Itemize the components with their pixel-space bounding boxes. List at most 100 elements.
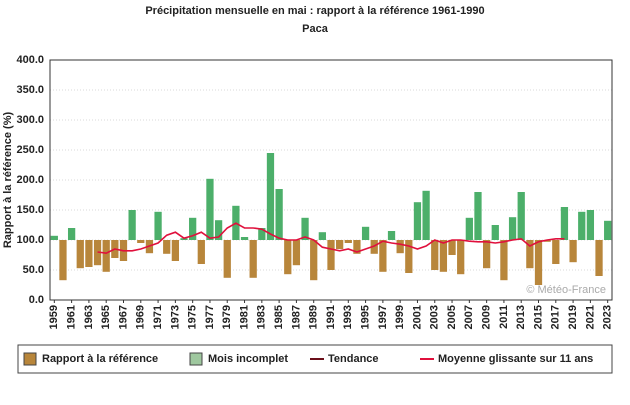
chart-subtitle: Paca: [302, 23, 329, 35]
x-tick-label: 1985: [273, 305, 285, 329]
bar: [379, 240, 387, 272]
x-tick-label: 1975: [187, 305, 199, 329]
x-tick-label: 1989: [308, 305, 320, 329]
bar: [310, 240, 318, 281]
legend-swatch: [23, 352, 37, 366]
x-tick-label: 2011: [498, 305, 510, 329]
x-tick-label: 1973: [169, 305, 181, 329]
bar: [301, 217, 309, 240]
bar: [353, 240, 361, 254]
bar: [102, 240, 110, 272]
x-tick-label: 2005: [446, 305, 458, 329]
bar: [482, 240, 491, 269]
bar: [189, 217, 197, 240]
bar: [534, 240, 543, 285]
bar: [214, 220, 223, 240]
x-tick-label: 1997: [377, 305, 389, 329]
y-tick-label: 250.0: [16, 144, 44, 156]
x-tick-label: 2013: [515, 305, 527, 329]
bar: [422, 190, 430, 240]
bar: [387, 231, 396, 240]
bar: [508, 217, 517, 240]
x-tick-label: 2021: [584, 305, 596, 329]
y-tick-label: 150.0: [16, 204, 44, 216]
bar: [595, 240, 603, 276]
x-tick-label: 1967: [117, 305, 129, 329]
bar: [223, 240, 231, 278]
bar: [59, 240, 67, 281]
y-tick-label: 400.0: [16, 54, 44, 66]
x-tick-label: 1961: [66, 305, 78, 329]
bar: [50, 235, 58, 240]
x-tick-label: 2015: [532, 305, 544, 329]
x-tick-label: 1977: [204, 305, 216, 329]
bar: [439, 240, 448, 272]
bar: [327, 240, 335, 270]
bar: [517, 192, 525, 240]
y-axis-label: Rapport à la référence (%): [2, 112, 14, 249]
x-tick-label: 1971: [152, 305, 164, 329]
bar: [604, 220, 612, 240]
legend-label: Moyenne glissante sur 11 ans: [438, 353, 593, 365]
y-tick-label: 50.0: [23, 264, 44, 276]
legend-box: [17, 344, 613, 374]
bar: [258, 228, 266, 240]
y-tick-label: 300.0: [16, 114, 44, 126]
bar: [154, 211, 162, 240]
bar: [569, 240, 577, 263]
bar: [491, 225, 499, 240]
bar: [197, 240, 205, 264]
x-tick-label: 1963: [83, 305, 95, 329]
copyright: © Météo-France: [526, 284, 606, 296]
x-tick-label: 2001: [411, 305, 423, 329]
x-tick-label: 1965: [100, 305, 112, 329]
bar: [275, 189, 283, 240]
bar: [500, 240, 508, 281]
bar: [526, 240, 534, 269]
y-tick-label: 350.0: [16, 84, 44, 96]
bar: [137, 240, 145, 243]
x-tick-label: 1993: [342, 305, 354, 329]
legend-swatch: [189, 352, 203, 366]
x-tick-label: 2023: [602, 305, 614, 329]
bar: [552, 240, 560, 264]
bar: [474, 192, 482, 240]
bar: [163, 240, 171, 254]
x-tick-label: 1991: [325, 305, 337, 329]
y-tick-label: 0.0: [29, 294, 44, 306]
bar: [361, 226, 370, 240]
bar: [578, 211, 586, 240]
bar: [586, 210, 595, 240]
x-tick-label: 2003: [429, 305, 441, 329]
x-tick-label: 1999: [394, 305, 406, 329]
y-tick-label: 200.0: [16, 174, 44, 186]
x-tick-label: 1983: [256, 305, 268, 329]
legend-label: Tendance: [328, 353, 379, 365]
x-tick-label: 2017: [550, 305, 562, 329]
bar: [370, 240, 378, 254]
bar: [465, 217, 473, 240]
bar: [344, 240, 352, 243]
bar: [457, 240, 465, 275]
x-tick-label: 1987: [290, 305, 302, 329]
bar: [448, 240, 456, 255]
moving-average-line: [97, 222, 565, 255]
x-tick-label: 1981: [238, 305, 250, 329]
bar: [240, 237, 249, 240]
x-tick-label: 1959: [48, 305, 60, 329]
bar: [284, 240, 292, 275]
x-tick-label: 1995: [359, 305, 371, 329]
x-tick-label: 1979: [221, 305, 233, 329]
bar: [292, 240, 301, 266]
y-tick-label: 100.0: [16, 234, 44, 246]
bar: [413, 202, 422, 240]
bar: [206, 178, 214, 240]
bar: [76, 240, 84, 269]
bar: [128, 210, 136, 240]
bar: [431, 240, 439, 270]
bar: [405, 240, 413, 273]
x-tick-label: 2019: [567, 305, 579, 329]
legend-label: Rapport à la référence: [42, 353, 158, 365]
bar: [67, 228, 76, 240]
